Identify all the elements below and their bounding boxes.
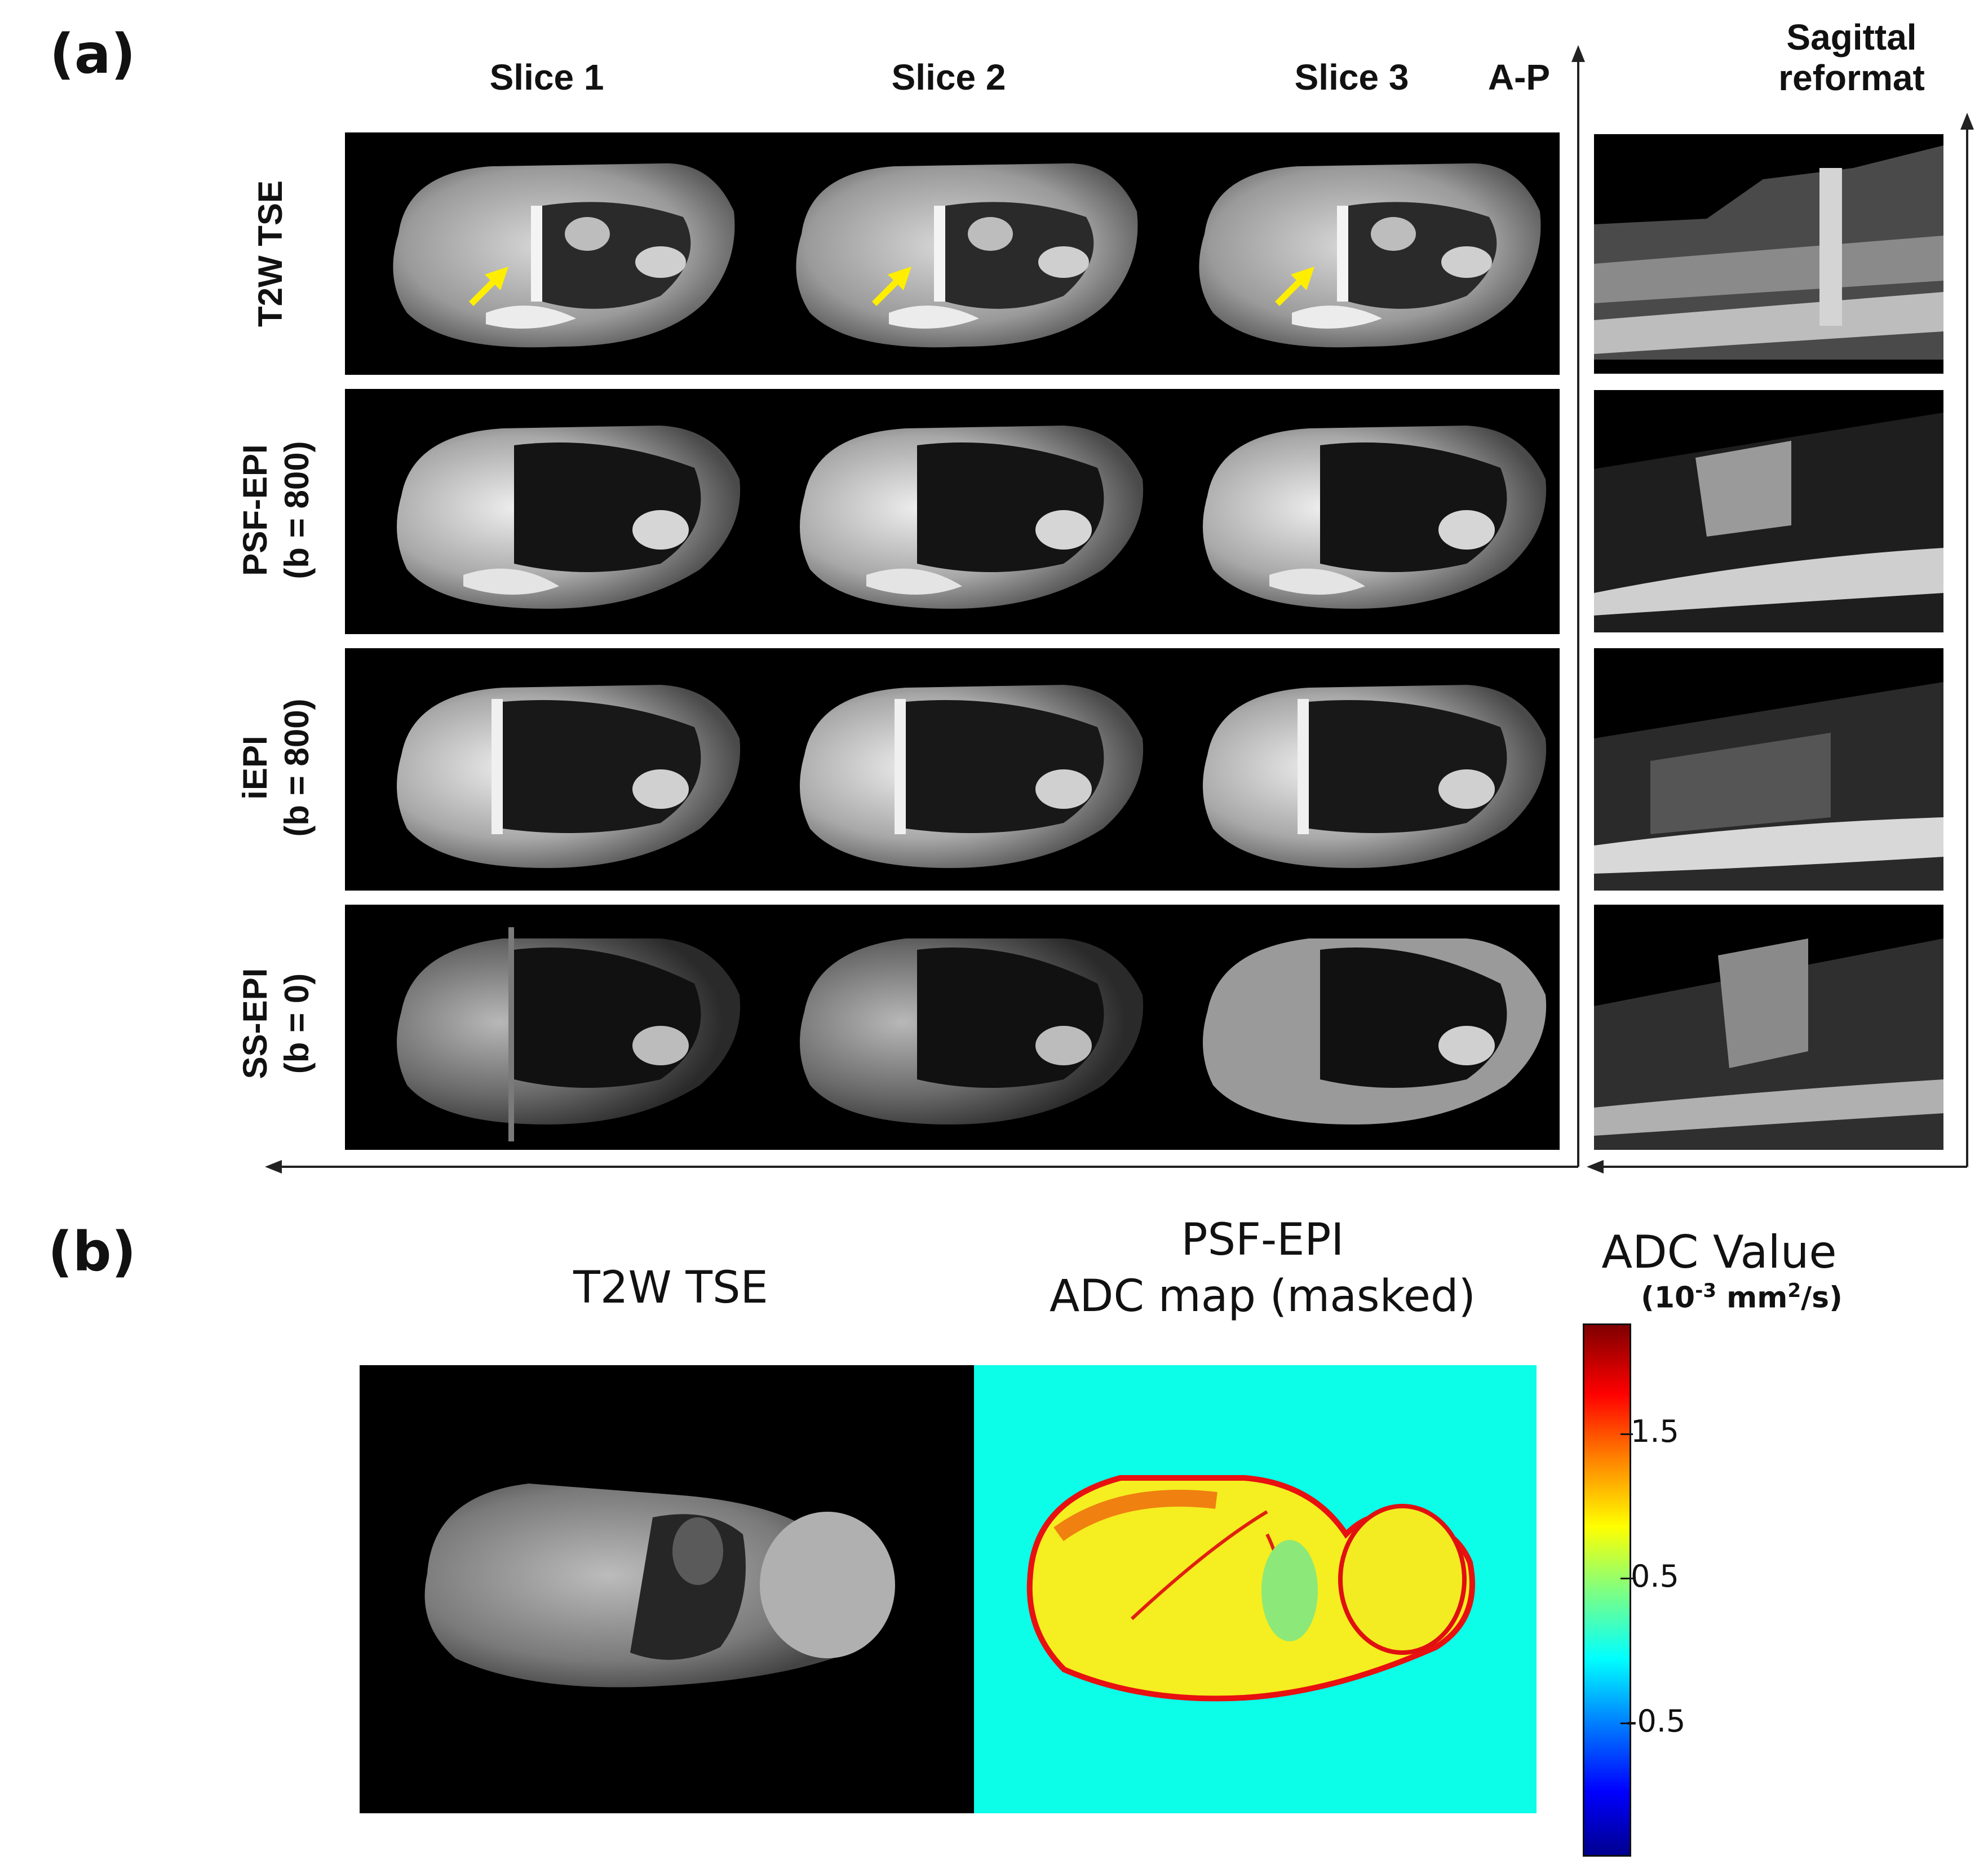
panel-a-label: (a) <box>50 23 136 86</box>
arrow-left-icon <box>265 1160 282 1174</box>
ss-epi-sagittal-image <box>1594 905 1943 1150</box>
column-header-slice-3: Slice 3 <box>1294 57 1409 98</box>
arrow-icon <box>1275 267 1314 306</box>
adc-map-image <box>974 1365 1537 1813</box>
panel-b-label: (b) <box>48 1220 136 1283</box>
arrow-icon <box>872 267 911 306</box>
psf-epi-sagittal-image <box>1594 390 1943 632</box>
colorbar-units: (10-3 mm2/s) <box>1595 1279 1888 1314</box>
arrow-up-icon <box>1571 45 1585 62</box>
sagittal-header-line1: Sagittal <box>1786 17 1917 57</box>
colorbar <box>1583 1323 1631 1857</box>
adc-map-title-line2: ADC map (masked) <box>1050 1271 1476 1322</box>
arrow-icon <box>469 267 508 306</box>
units-exponent: 2 <box>1787 1279 1801 1302</box>
psf-epi-axial-strip <box>345 389 1560 634</box>
colorbar-tick-label: 1.5 <box>1631 1414 1679 1449</box>
panel-a-axes <box>265 45 1974 1174</box>
colorbar-title: ADC Value <box>1601 1226 1837 1278</box>
sagittal-header: Sagittal reformat <box>1753 17 1950 98</box>
axis-label-ap: A-P <box>1487 57 1551 98</box>
colorbar-tick-label: 0.5 <box>1631 1559 1679 1594</box>
units-suffix: /s) <box>1801 1281 1843 1315</box>
adc-map-title: PSF-EPI ADC map (masked) <box>981 1212 1544 1325</box>
units-exponent: -3 <box>1695 1279 1717 1302</box>
units-mid: mm <box>1716 1281 1788 1315</box>
units-prefix: (10 <box>1641 1281 1695 1315</box>
t2w-tse-sagittal-image <box>1594 134 1943 374</box>
iepi-sagittal-image <box>1594 648 1943 891</box>
arrow-left-icon <box>1587 1160 1604 1174</box>
column-header-slice-2: Slice 2 <box>891 57 1006 98</box>
arrow-up-icon <box>1960 113 1974 130</box>
t2w-tse-axial-strip <box>345 132 1560 375</box>
t2w-tse-title: T2W TSE <box>573 1263 768 1313</box>
adc-map-title-line1: PSF-EPI <box>1181 1215 1344 1265</box>
ss-epi-axial-strip <box>345 905 1560 1150</box>
colorbar-tick <box>1620 1723 1633 1724</box>
sagittal-header-line2: reformat <box>1778 57 1925 98</box>
t2w-tse-image <box>360 1365 974 1813</box>
colorbar-tick <box>1620 1578 1633 1579</box>
column-header-slice-1: Slice 1 <box>489 57 604 98</box>
colorbar-tick <box>1620 1433 1633 1435</box>
colorbar-tick-label: -0.5 <box>1626 1703 1686 1739</box>
iepi-axial-strip <box>345 648 1560 891</box>
